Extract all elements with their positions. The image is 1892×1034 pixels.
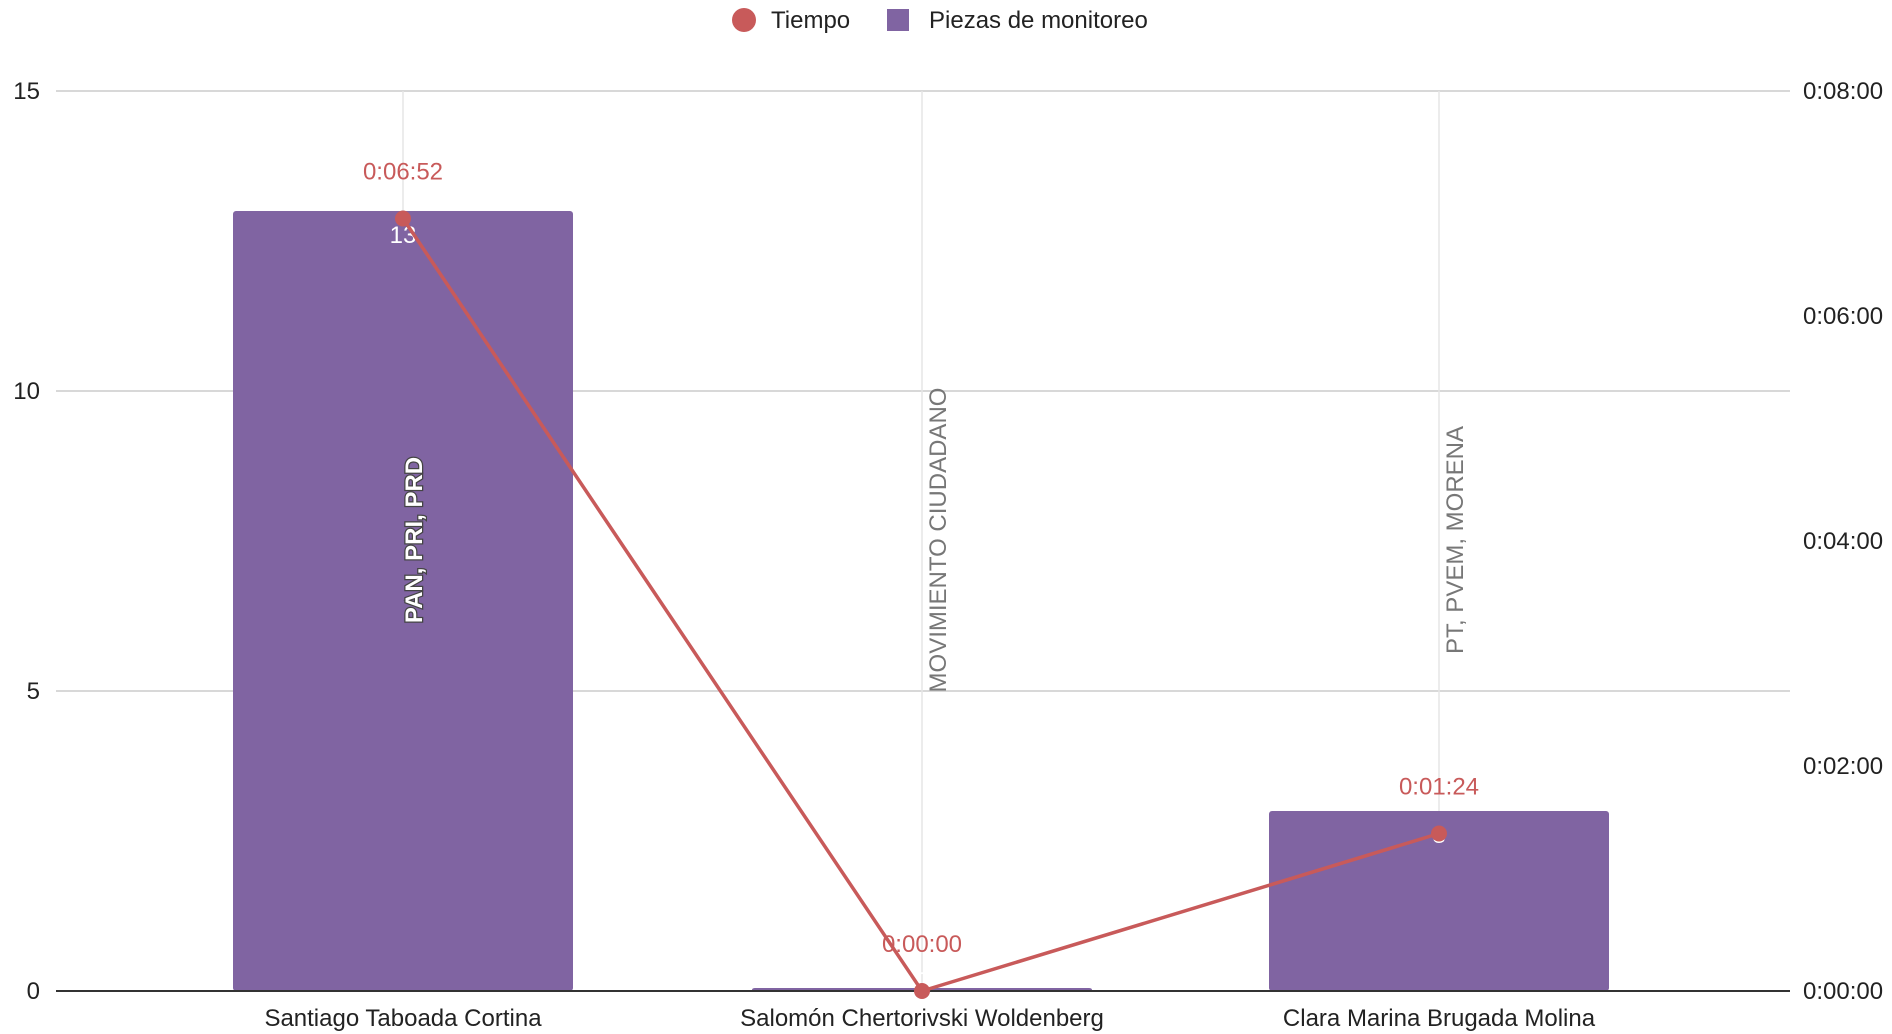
- bar: [233, 211, 573, 991]
- bar-annotation: PAN, PRI, PRD: [401, 457, 428, 623]
- right-tick-label: 0:02:00: [1803, 753, 1883, 780]
- legend-label-piezas: Piezas de monitoreo: [929, 7, 1148, 34]
- right-tick-label: 0:06:00: [1803, 303, 1883, 330]
- right-axis-ticks: 0:00:00 0:02:00 0:04:00 0:06:00 0:08:00: [1803, 78, 1883, 1005]
- bar: [1269, 811, 1609, 991]
- legend: Tiempo Piezas de monitoreo: [732, 7, 1148, 34]
- left-tick-label: 0: [27, 978, 40, 1005]
- right-tick-label: 0:00:00: [1803, 978, 1883, 1005]
- left-tick-label: 10: [13, 378, 40, 405]
- bar-annotations: PAN, PRI, PRD MOVIMIENTO CIUDADANO PT, PVE…: [390, 222, 1469, 995]
- right-tick-label: 0:04:00: [1803, 528, 1883, 555]
- legend-label-tiempo: Tiempo: [771, 7, 850, 34]
- left-axis-ticks: 0 5 10 15: [13, 78, 40, 1005]
- legend-marker-tiempo: [732, 8, 756, 32]
- line-value-label: 0:01:24: [1399, 774, 1479, 801]
- bar-series: [233, 211, 1609, 991]
- legend-marker-piezas: [887, 9, 909, 31]
- category-label: Clara Marina Brugada Molina: [1283, 1005, 1596, 1032]
- bar-annotation: MOVIMIENTO CIUDADANO: [925, 388, 952, 693]
- line-series: 0:06:52 0:00:00 0:01:24: [363, 159, 1479, 999]
- line-value-label: 0:00:00: [882, 931, 962, 958]
- line-point: [914, 983, 930, 999]
- line-point: [1431, 825, 1447, 842]
- bar-annotation: PT, PVEM, MORENA: [1442, 426, 1469, 654]
- line-point: [395, 210, 411, 227]
- left-tick-label: 15: [13, 78, 40, 105]
- category-label: Santiago Taboada Cortina: [264, 1005, 542, 1032]
- x-axis-category-labels: Santiago Taboada Cortina Salomón Chertori…: [264, 1005, 1595, 1032]
- category-label: Salomón Chertorivski Woldenberg: [740, 1005, 1104, 1032]
- line-value-label: 0:06:52: [363, 159, 443, 186]
- left-tick-label: 5: [27, 678, 40, 705]
- right-tick-label: 0:08:00: [1803, 78, 1883, 105]
